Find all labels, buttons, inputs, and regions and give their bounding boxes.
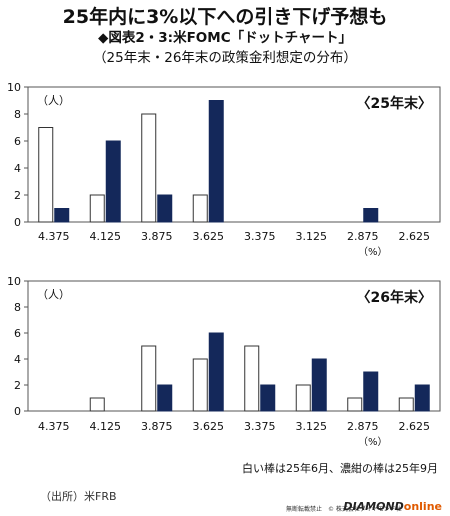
x-tick-label: 3.125: [296, 230, 328, 243]
x-tick-label: 3.375: [244, 420, 276, 433]
bar-september: [157, 384, 173, 412]
chart-title: 25年内に3%以下への引き下げ予想も: [62, 6, 388, 28]
y-tick-label: 8: [14, 301, 21, 314]
y-unit-label: （人）: [37, 94, 70, 107]
bar-september: [363, 371, 379, 412]
bar-september: [414, 384, 430, 412]
bar-june: [89, 397, 105, 412]
x-tick-label: 3.625: [193, 230, 225, 243]
copyright-note: 無断転載禁止 © 株式会社ダイヤモンド社: [286, 506, 402, 513]
chart-subtitle: ◆図表2・3:米FOMC「ドットチャート」: [98, 30, 352, 46]
y-tick-label: 2: [14, 379, 21, 392]
brand-main: DIAMOND: [343, 500, 404, 513]
x-tick-label: 4.375: [38, 420, 70, 433]
x-tick-label: 4.125: [90, 420, 122, 433]
y-tick-label: 6: [14, 135, 21, 148]
x-unit-label: （%）: [358, 436, 388, 448]
bar-september: [208, 332, 224, 412]
bar-september: [157, 194, 173, 223]
y-tick-label: 4: [14, 162, 21, 175]
bar-june: [295, 384, 311, 412]
x-tick-label: 3.625: [193, 420, 225, 433]
brand-sub: online: [403, 500, 442, 513]
y-tick-label: 0: [14, 405, 21, 418]
bar-september: [54, 208, 70, 223]
x-tick-label: 2.625: [399, 420, 431, 433]
bar-september: [208, 100, 224, 223]
x-tick-label: 4.125: [90, 230, 122, 243]
x-tick-label: 3.125: [296, 420, 328, 433]
bar-june: [141, 345, 157, 412]
plot-frame: [27, 86, 441, 223]
x-tick-label: 3.875: [141, 230, 173, 243]
y-tick-label: 2: [14, 189, 21, 202]
bar-september: [105, 140, 121, 223]
x-tick-label: 3.875: [141, 420, 173, 433]
x-tick-label: 3.375: [244, 230, 276, 243]
x-tick-label: 2.875: [347, 230, 379, 243]
bar-june: [38, 127, 54, 223]
x-tick-label: 2.625: [399, 230, 431, 243]
bar-june: [244, 345, 260, 412]
y-tick-label: 10: [7, 275, 21, 288]
legend-note: 白い棒は25年6月、濃紺の棒は25年9月: [242, 462, 438, 475]
bar-september: [311, 358, 327, 412]
brand-logo: DIAMONDonline: [343, 500, 442, 513]
x-tick-label: 4.375: [38, 230, 70, 243]
x-tick-label: 2.875: [347, 420, 379, 433]
y-tick-label: 6: [14, 327, 21, 340]
y-tick-label: 0: [14, 216, 21, 229]
bar-june: [398, 397, 414, 412]
bar-june: [347, 397, 363, 412]
source-note: （出所）米FRB: [40, 490, 117, 503]
panel-label: 〈26年末〉: [357, 289, 432, 306]
x-unit-label: （%）: [358, 246, 388, 258]
bar-june: [89, 194, 105, 223]
y-tick-label: 8: [14, 108, 21, 121]
bar-june: [141, 113, 157, 223]
panel-label: 〈25年末〉: [357, 95, 432, 112]
bar-june: [192, 358, 208, 412]
bar-september: [260, 384, 276, 412]
bar-september: [363, 208, 379, 223]
y-unit-label: （人）: [37, 288, 70, 301]
plot-frame: [27, 280, 441, 412]
y-tick-label: 10: [7, 81, 21, 94]
chart-caption: （25年末・26年末の政策金利想定の分布）: [93, 50, 357, 66]
y-tick-label: 4: [14, 353, 21, 366]
bar-june: [192, 194, 208, 223]
